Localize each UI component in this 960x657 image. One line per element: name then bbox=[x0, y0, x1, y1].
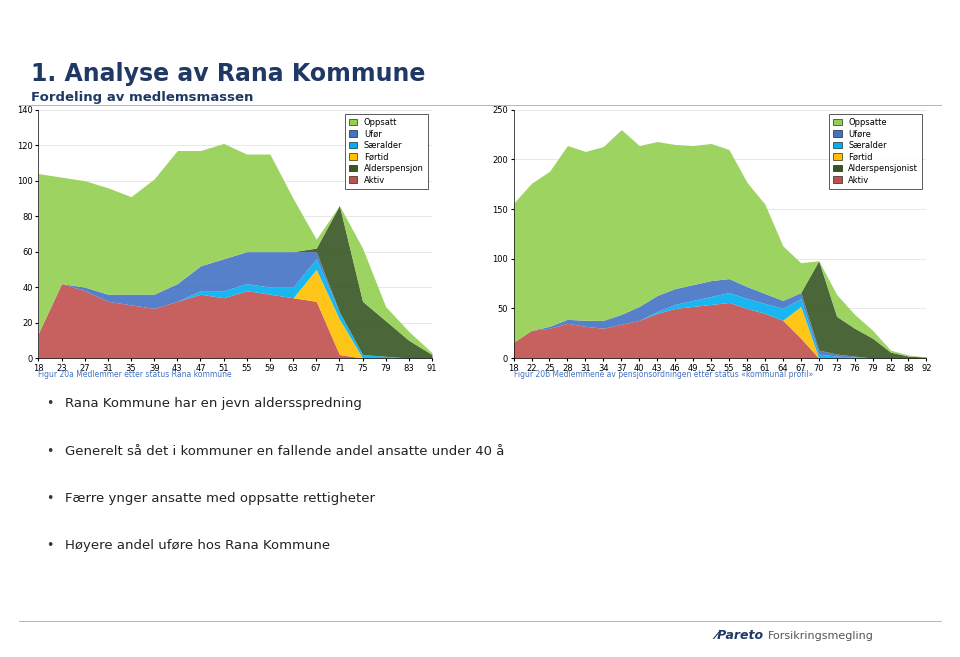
Text: 5: 5 bbox=[924, 628, 936, 643]
Text: •: • bbox=[46, 492, 54, 505]
Text: Færre ynger ansatte med oppsatte rettigheter: Færre ynger ansatte med oppsatte rettigh… bbox=[65, 492, 375, 505]
Text: Figur 20a Medlemmer etter status Rana kommune: Figur 20a Medlemmer etter status Rana ko… bbox=[38, 370, 232, 379]
Text: 1. Analyse av Rana Kommune: 1. Analyse av Rana Kommune bbox=[31, 62, 425, 87]
Text: •: • bbox=[46, 539, 54, 553]
Text: Rana Kommune har en jevn aldersspredning: Rana Kommune har en jevn aldersspredning bbox=[65, 397, 362, 411]
Text: Figur 20b Medlemmene av pensjonsordningen etter status «kommunal profil»: Figur 20b Medlemmene av pensjonsordninge… bbox=[514, 370, 813, 379]
Text: Fordeling av medlemsmassen: Fordeling av medlemsmassen bbox=[31, 91, 253, 104]
Text: •: • bbox=[46, 445, 54, 458]
Text: Høyere andel uføre hos Rana Kommune: Høyere andel uføre hos Rana Kommune bbox=[65, 539, 330, 553]
Text: Generelt så det i kommuner en fallende andel ansatte under 40 å: Generelt så det i kommuner en fallende a… bbox=[65, 445, 505, 458]
Legend: Oppsatt, Ufør, Særalder, Førtid, Alderspensjon, Aktiv: Oppsatt, Ufør, Særalder, Førtid, Aldersp… bbox=[345, 114, 428, 189]
Text: Forsikringsmegling: Forsikringsmegling bbox=[768, 631, 874, 641]
Legend: Oppsatte, Uføre, Særalder, Førtid, Alderspensjonist, Aktiv: Oppsatte, Uføre, Særalder, Førtid, Alder… bbox=[829, 114, 923, 189]
Text: •: • bbox=[46, 397, 54, 411]
Text: ⁄Pareto: ⁄Pareto bbox=[715, 629, 763, 643]
